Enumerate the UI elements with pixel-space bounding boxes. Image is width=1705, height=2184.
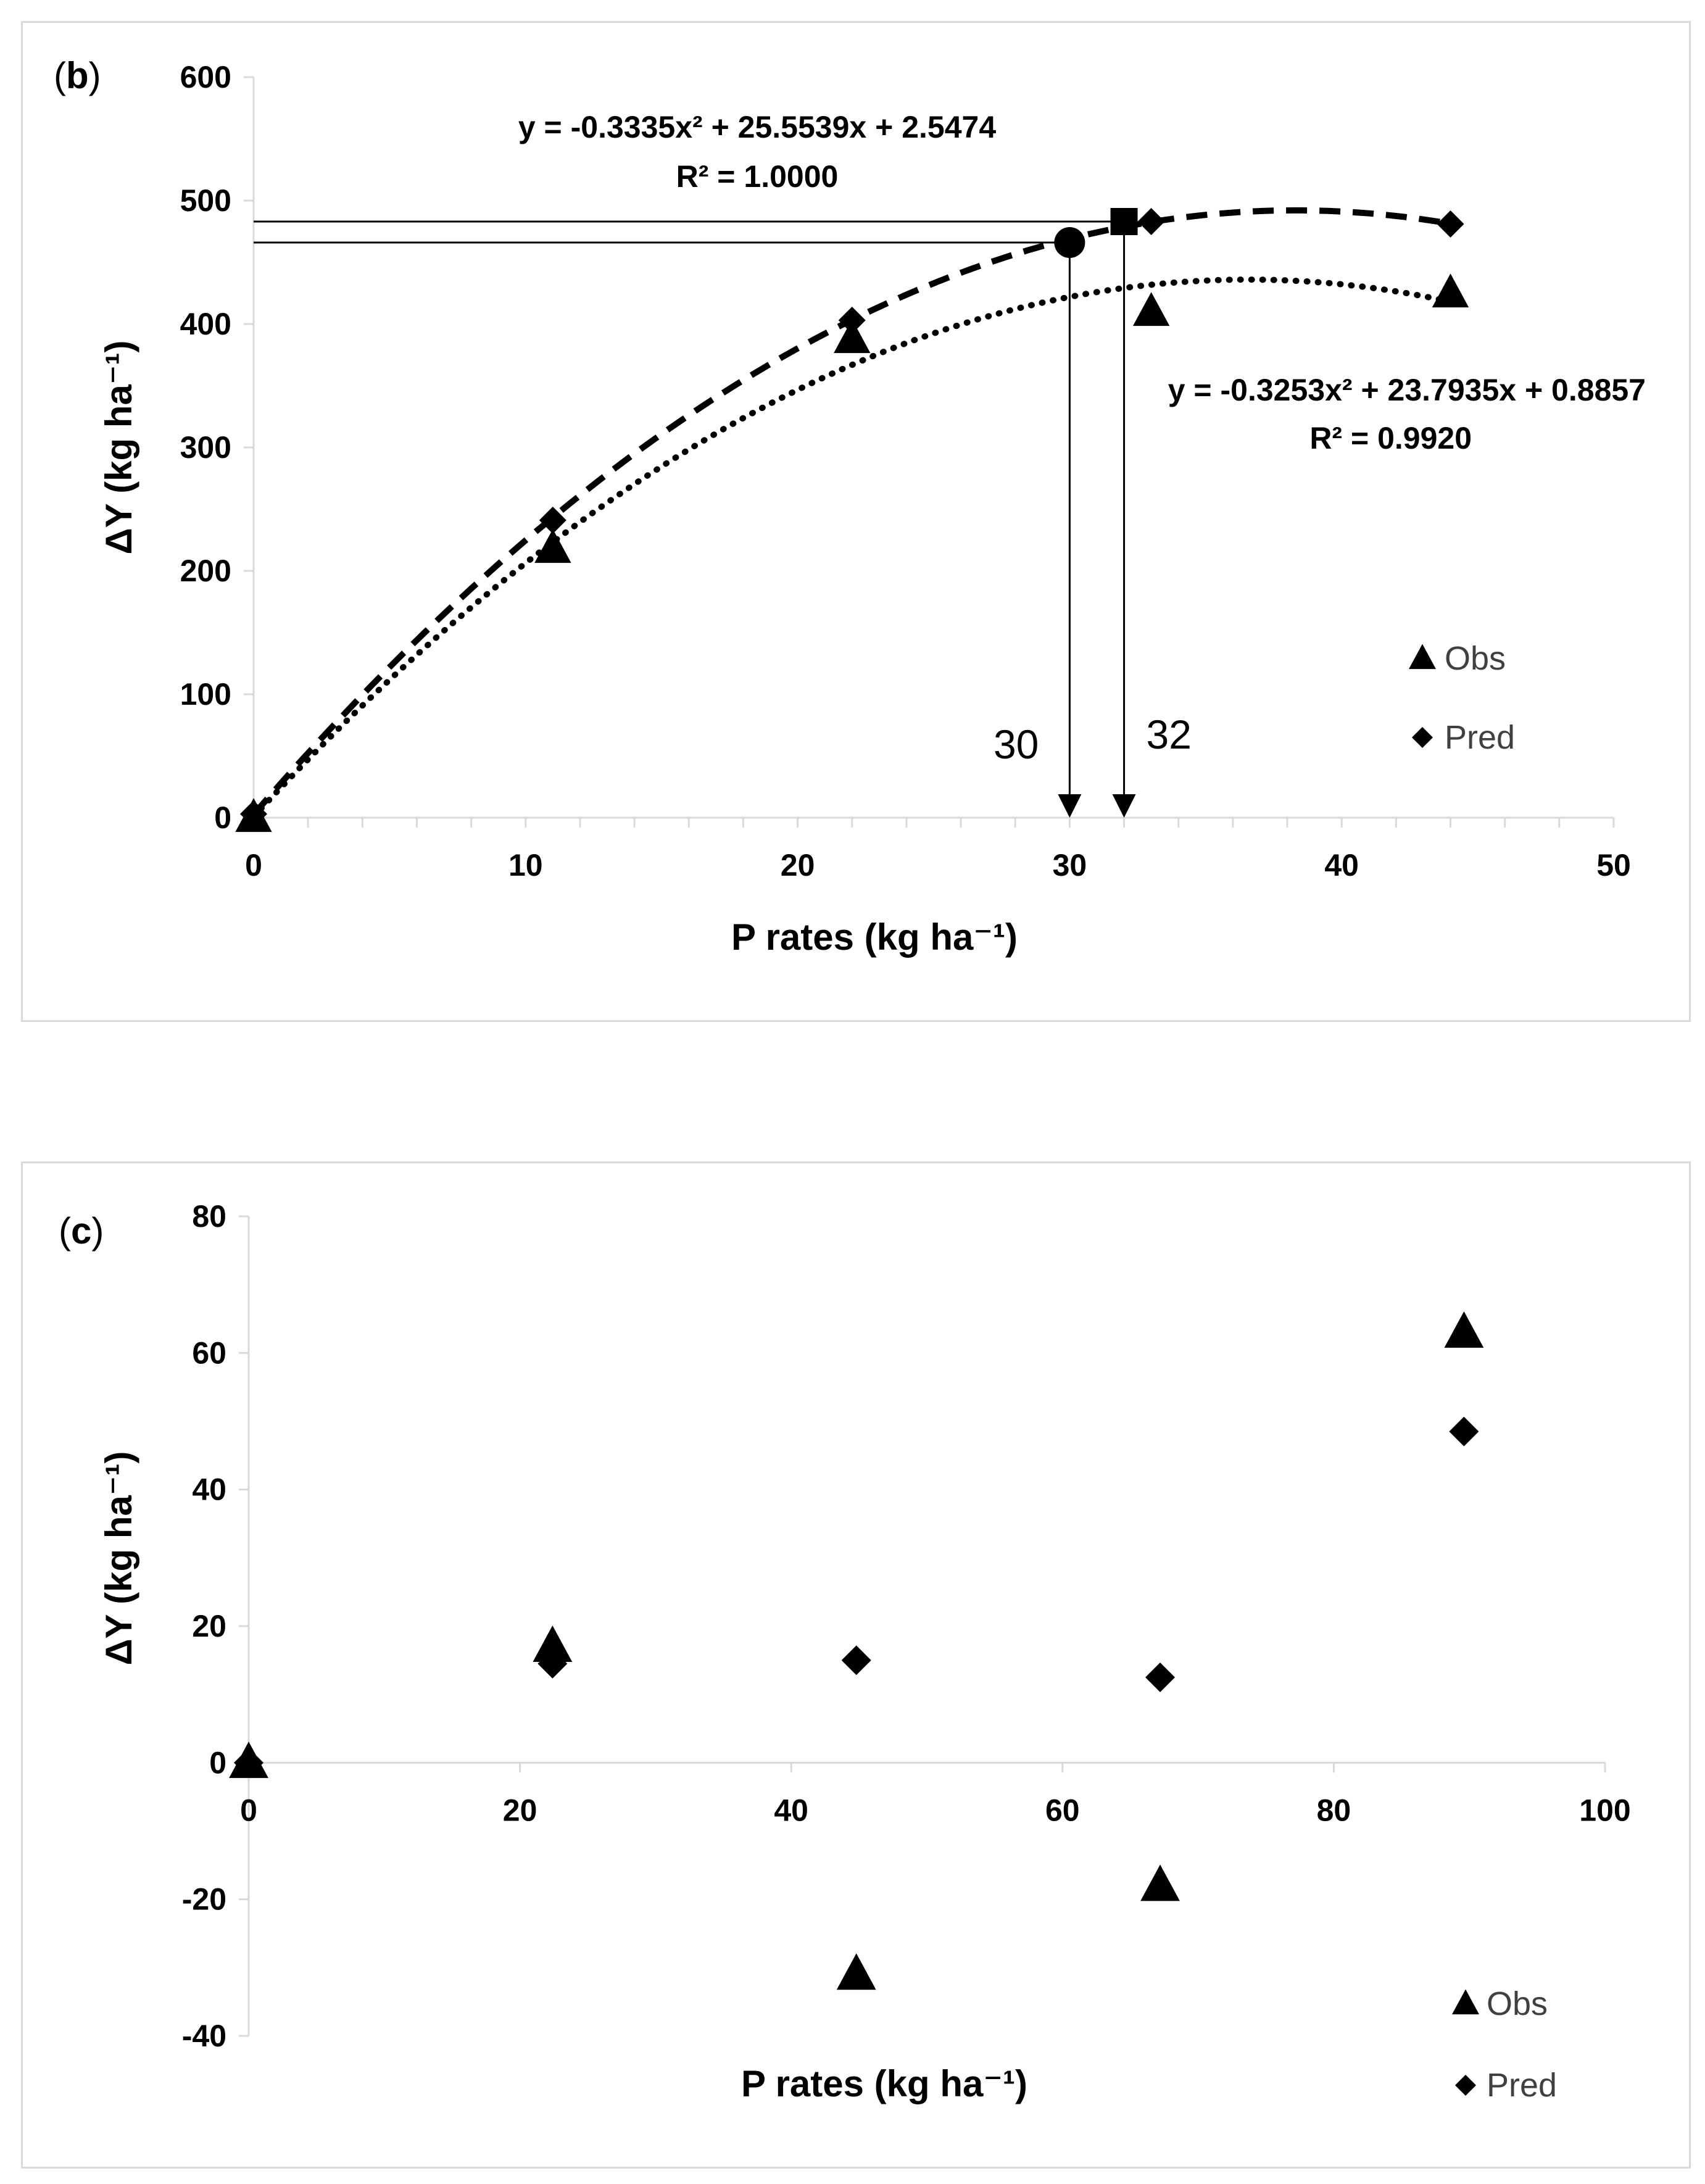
x-tick-label: 80 bbox=[1317, 1793, 1351, 1827]
x-tick-label: 10 bbox=[508, 848, 543, 882]
pred-r2: R² = 1.0000 bbox=[676, 159, 839, 194]
pred-point bbox=[1137, 208, 1165, 235]
optimum-label-30: 30 bbox=[994, 721, 1039, 767]
trendline-obs bbox=[251, 276, 1454, 820]
y-tick-label: 20 bbox=[192, 1609, 226, 1643]
pred-point bbox=[1437, 210, 1464, 238]
y-tick-label: 60 bbox=[192, 1335, 226, 1370]
x-tick-label: 100 bbox=[1579, 1793, 1630, 1827]
y-axis-title: ΔY (kg ha⁻¹) bbox=[98, 340, 139, 554]
y-tick-label: 300 bbox=[180, 430, 231, 465]
obs-point bbox=[1140, 1864, 1180, 1901]
x-tick-label: 60 bbox=[1045, 1793, 1080, 1827]
legend-pred-label: Pred bbox=[1445, 719, 1515, 756]
obs-point bbox=[1444, 1311, 1484, 1348]
obs-r2: R² = 0.9920 bbox=[1309, 421, 1472, 455]
optimum-label-32: 32 bbox=[1147, 712, 1192, 757]
y-tick-label: 0 bbox=[209, 1745, 226, 1780]
chart-b-svg: (b) 0 100 200 300 400 500 600 0 10 20 30 40 50 P rate… bbox=[54, 55, 1646, 958]
arrow-head-30 bbox=[1058, 794, 1082, 818]
obs-point bbox=[533, 1626, 573, 1662]
obs-point bbox=[834, 319, 871, 354]
pred-point bbox=[841, 1645, 871, 1675]
x-tick-label: 0 bbox=[245, 848, 262, 882]
legend-pred-label: Pred bbox=[1487, 2067, 1557, 2104]
x-tick-label: 40 bbox=[774, 1793, 808, 1827]
y-tick-label: 100 bbox=[180, 677, 231, 712]
legend-pred-marker bbox=[1455, 2075, 1476, 2096]
y-tick-label: -40 bbox=[182, 2019, 226, 2053]
x-tick-label: 20 bbox=[781, 848, 815, 882]
pred-point bbox=[539, 507, 566, 534]
chart-panel-b: (b) 0 100 200 300 400 500 600 0 10 20 30 40 50 P rate… bbox=[21, 21, 1691, 1022]
obs-point bbox=[534, 529, 571, 563]
y-tick-label: 80 bbox=[192, 1199, 226, 1234]
panel-b-label: (b) bbox=[54, 55, 101, 96]
optimum-pred-square bbox=[1110, 208, 1138, 235]
optimum-obs-circle bbox=[1054, 227, 1085, 258]
y-tick-label: -20 bbox=[182, 1882, 226, 1917]
panel-c-label: (c) bbox=[59, 1210, 104, 1252]
chart-panel-c: (c) -40 -20 0 20 40 60 80 0 20 40 60 80 100 P rates (… bbox=[21, 1161, 1691, 2169]
y-axis-title: ΔY (kg ha⁻¹) bbox=[98, 1451, 139, 1665]
x-tick-label: 20 bbox=[503, 1793, 537, 1827]
legend-obs-marker bbox=[1452, 1989, 1479, 2015]
x-tick-label: 40 bbox=[1324, 848, 1359, 882]
x-tick-label: 50 bbox=[1596, 848, 1631, 882]
legend-obs-marker bbox=[1409, 644, 1436, 670]
chart-c-svg: (c) -40 -20 0 20 40 60 80 0 20 40 60 80 100 P rates (… bbox=[59, 1199, 1631, 2104]
obs-point bbox=[1132, 292, 1170, 326]
pred-point bbox=[234, 1748, 263, 1778]
trendline-pred bbox=[251, 207, 1451, 817]
pred-point bbox=[838, 307, 866, 334]
obs-point bbox=[836, 1953, 876, 1990]
y-tick-label: 600 bbox=[180, 60, 231, 94]
y-tick-label: 500 bbox=[180, 183, 231, 218]
x-axis-title: P rates (kg ha⁻¹) bbox=[741, 2063, 1027, 2104]
obs-equation: y = -0.3253x² + 23.7935x + 0.8857 bbox=[1168, 373, 1646, 407]
pred-point bbox=[537, 1648, 568, 1679]
legend-obs-label: Obs bbox=[1445, 640, 1506, 677]
pred-equation: y = -0.3335x² + 25.5539x + 2.5474 bbox=[518, 110, 996, 144]
legend-obs-label: Obs bbox=[1487, 1985, 1548, 2022]
x-tick-label: 30 bbox=[1053, 848, 1087, 882]
y-tick-label: 400 bbox=[180, 307, 231, 341]
y-tick-label: 0 bbox=[214, 800, 231, 835]
legend-pred-marker bbox=[1412, 727, 1433, 748]
pred-point bbox=[1145, 1663, 1176, 1692]
x-axis-title: P rates (kg ha⁻¹) bbox=[731, 916, 1018, 958]
pred-point bbox=[240, 800, 267, 828]
arrow-head-32 bbox=[1112, 794, 1136, 818]
obs-point bbox=[1432, 273, 1469, 308]
x-tick-label: 0 bbox=[240, 1793, 257, 1827]
y-tick-label: 200 bbox=[180, 554, 231, 588]
pred-point bbox=[1449, 1416, 1479, 1447]
y-tick-label: 40 bbox=[192, 1472, 226, 1507]
